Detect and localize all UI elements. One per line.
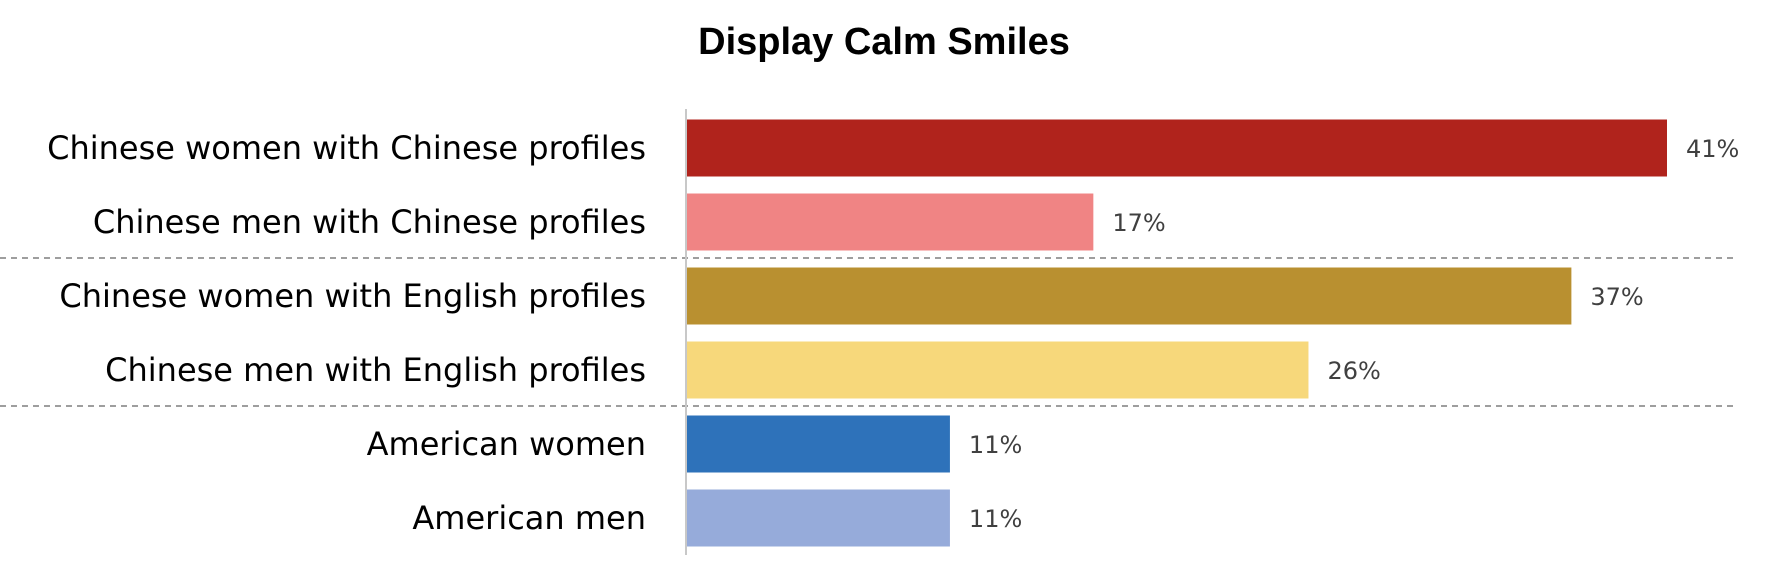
bars — [687, 119, 1667, 547]
bar-5 — [687, 489, 950, 547]
bar-0 — [687, 119, 1667, 177]
category-label: Chinese men with Chinese profiles — [93, 203, 646, 241]
category-label: American women — [367, 425, 646, 463]
value-label: 37% — [1590, 283, 1643, 311]
bar-4 — [687, 415, 950, 473]
category-label: Chinese men with English profiles — [105, 351, 646, 389]
category-labels: Chinese women with Chinese profiles Chine… — [47, 129, 646, 537]
category-label: American men — [412, 499, 646, 537]
value-label: 17% — [1112, 209, 1165, 237]
bar-2 — [687, 267, 1572, 325]
value-labels: 41% 17% 37% 26% 11% 11% — [969, 135, 1739, 533]
value-label: 11% — [969, 505, 1022, 533]
group-separators — [0, 257, 1736, 407]
bar-1 — [687, 193, 1094, 251]
bar-3 — [687, 341, 1309, 399]
value-label: 41% — [1686, 135, 1739, 163]
category-label: Chinese women with Chinese profiles — [47, 129, 646, 167]
value-label: 11% — [969, 431, 1022, 459]
value-label: 26% — [1327, 357, 1380, 385]
chart-title: Display Calm Smiles — [698, 21, 1070, 63]
category-label: Chinese women with English profiles — [59, 277, 646, 315]
